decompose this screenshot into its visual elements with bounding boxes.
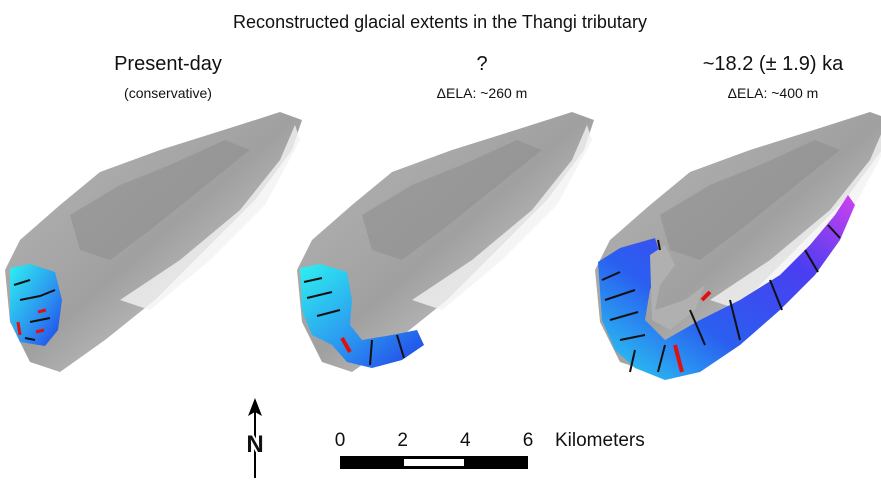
glacier: [10, 264, 62, 346]
panel-subtitle: ΔELA: ~400 m: [728, 85, 819, 101]
scale-label: 0: [335, 430, 346, 451]
scale-bar: Kilometers 0 2 4 6: [335, 430, 645, 469]
panel-subtitle: (conservative): [124, 85, 212, 101]
panel-title: Present-day: [114, 53, 222, 75]
map-panel: [595, 112, 881, 380]
figure: Reconstructed glacial extents in the Tha…: [0, 0, 881, 480]
north-arrow: N: [246, 398, 263, 478]
map-panel: [297, 112, 594, 372]
panel-title: ?: [476, 53, 487, 75]
north-label: N: [246, 431, 263, 458]
scale-label: 2: [397, 430, 408, 451]
panel-subtitle: ΔELA: ~260 m: [437, 85, 528, 101]
scale-unit: Kilometers: [555, 430, 645, 451]
map-panel: [5, 112, 302, 372]
panel-title: ~18.2 (± 1.9) ka: [703, 53, 844, 75]
scale-label: 6: [523, 430, 534, 451]
scale-label: 4: [460, 430, 471, 451]
figure-title: Reconstructed glacial extents in the Tha…: [233, 12, 647, 32]
